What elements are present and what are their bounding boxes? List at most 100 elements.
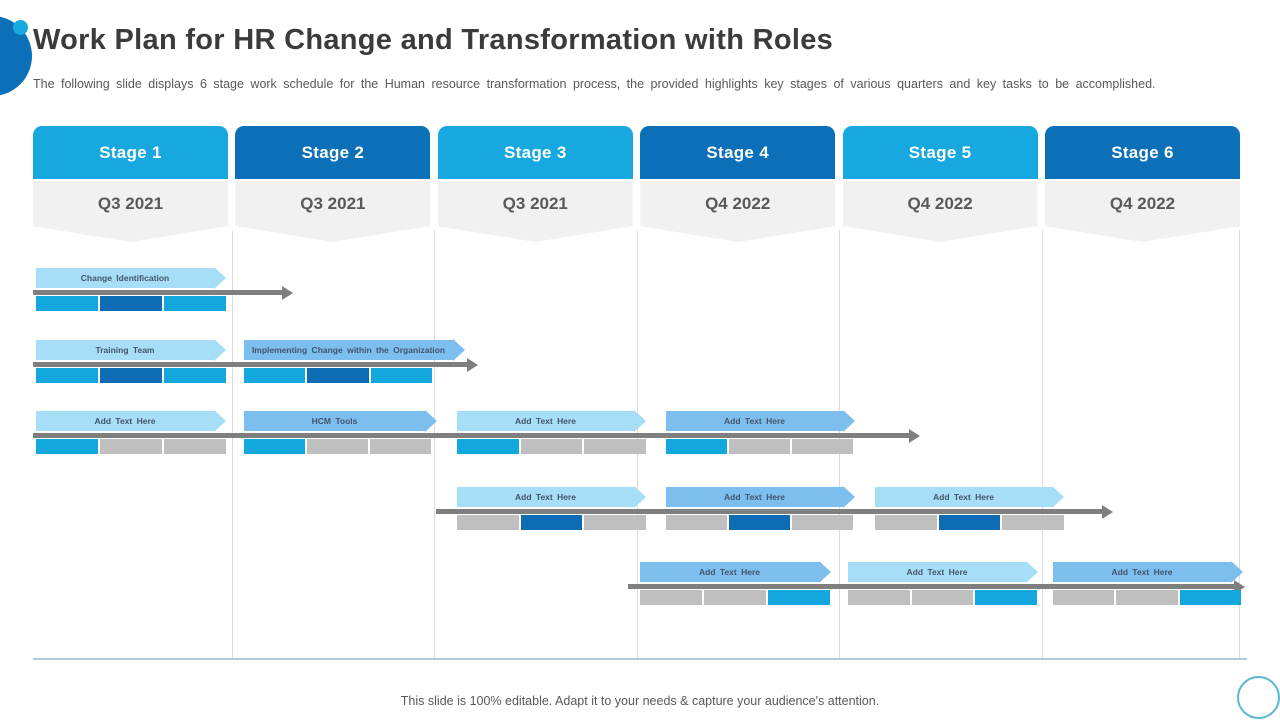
corner-outline-circle [1237,676,1280,719]
task-arrow: Add Text Here [875,486,1064,508]
table-bottom-border [33,658,1247,660]
bar-segment-gray [640,590,702,605]
task-label: Add Text Here [1111,567,1173,577]
task-label: HCM Tools [311,416,358,426]
bar-segment-navy [100,368,162,383]
footer-note: This slide is 100% editable. Adapt it to… [400,694,880,708]
stage-column-3: Stage 3 Q3 2021 [437,126,633,242]
bar-segment-cyan [457,439,519,454]
progress-bar [666,515,853,530]
bar-segment-cyan [1179,590,1241,605]
bar-segment-gray [848,590,910,605]
progress-bar [36,368,226,383]
corner-decoration-dot [13,20,28,35]
bar-segment-cyan [666,439,727,454]
task-label: Implementing Change within the Organizat… [251,345,446,355]
bar-segment-gray [100,439,162,454]
progress-bar [457,439,647,454]
task-label: Add Text Here [933,492,994,502]
bar-segment-gray [666,515,727,530]
bar-segment-gray [584,515,647,530]
bar-segment-cyan [36,368,98,383]
bar-segment-cyan [164,296,226,311]
bar-segment-navy [100,296,162,311]
bar-segment-cyan [36,439,98,454]
quarter-banner: Q3 2021 [235,181,431,242]
bar-segment-gray [1116,590,1178,605]
slide-subtitle: The following slide displays 6 stage wor… [33,77,1156,91]
progress-bar [36,296,226,311]
column-separator [434,230,436,660]
quarter-banner: Q4 2022 [842,181,1038,242]
bar-segment-cyan [244,439,305,454]
quarter-banner: Q3 2021 [437,181,633,242]
task-arrow: Implementing Change within the Organizat… [244,339,465,361]
page-title: Work Plan for HR Change and Transformati… [33,24,834,56]
bar-segment-gray [520,439,583,454]
task-arrow: Add Text Here [666,410,855,432]
bar-segment-gray [729,439,790,454]
stage-header: Stage 6 [1045,126,1240,179]
timeline-arrow [436,505,1113,519]
timeline-arrow [33,429,920,443]
bar-segment-gray [1002,515,1065,530]
task-arrow: Add Text Here [457,410,646,432]
bar-segment-cyan [768,590,830,605]
bar-segment-gray [911,590,974,605]
task-arrow: Add Text Here [1053,561,1243,583]
column-separator [1041,230,1043,660]
bar-segment-cyan [370,368,432,383]
timeline-arrow [628,580,1245,594]
task-arrow: HCM Tools [244,410,437,432]
bar-segment-gray [370,439,431,454]
task-label: Add Text Here [94,416,156,426]
quarter-banner: Q4 2022 [640,181,836,242]
task-arrow: Training Team [36,339,226,361]
task-arrow: Add Text Here [457,486,646,508]
progress-bar [848,590,1038,605]
stage-header: Stage 5 [842,126,1038,179]
quarter-banner: Q4 2022 [1045,181,1240,242]
progress-bar [457,515,647,530]
task-arrow: Add Text Here [640,561,831,583]
bar-segment-gray [704,590,766,605]
timeline-arrow [33,358,478,372]
bar-segment-gray [1053,590,1115,605]
bar-segment-gray [875,515,937,530]
quarter-banner: Q3 2021 [33,181,228,242]
stage-column-5: Stage 5 Q4 2022 [842,126,1038,242]
bar-segment-gray [792,439,853,454]
bar-segment-navy [307,368,369,383]
task-label: Add Text Here [724,492,785,502]
progress-bar [666,439,853,454]
progress-bar [1053,590,1241,605]
bar-segment-cyan [36,296,98,311]
stage-header: Stage 3 [437,126,633,179]
task-label: Training Team [95,345,155,355]
stage-column-2: Stage 2 Q3 2021 [235,126,431,242]
task-arrow: Add Text Here [36,410,226,432]
timeline-arrow [33,286,293,300]
bar-segment-gray [792,515,853,530]
stage-header: Stage 1 [33,126,228,179]
progress-bar [36,439,226,454]
task-arrow: Add Text Here [848,561,1038,583]
column-separator [231,230,233,660]
bar-segment-navy [520,515,583,530]
task-arrow: Change Identification [36,267,226,289]
bar-segment-cyan [975,590,1038,605]
task-label: Change Identification [80,273,170,283]
bar-segment-gray [307,439,368,454]
bar-segment-navy [729,515,790,530]
task-label: Add Text Here [699,567,760,577]
bar-segment-navy [938,515,1001,530]
task-arrow: Add Text Here [666,486,855,508]
stage-header: Stage 4 [640,126,836,179]
stage-column-6: Stage 6 Q4 2022 [1045,126,1240,242]
progress-bar [640,590,830,605]
bar-segment-gray [584,439,647,454]
bar-segment-gray [164,439,226,454]
task-label: Add Text Here [724,416,785,426]
task-label: Add Text Here [906,567,968,577]
